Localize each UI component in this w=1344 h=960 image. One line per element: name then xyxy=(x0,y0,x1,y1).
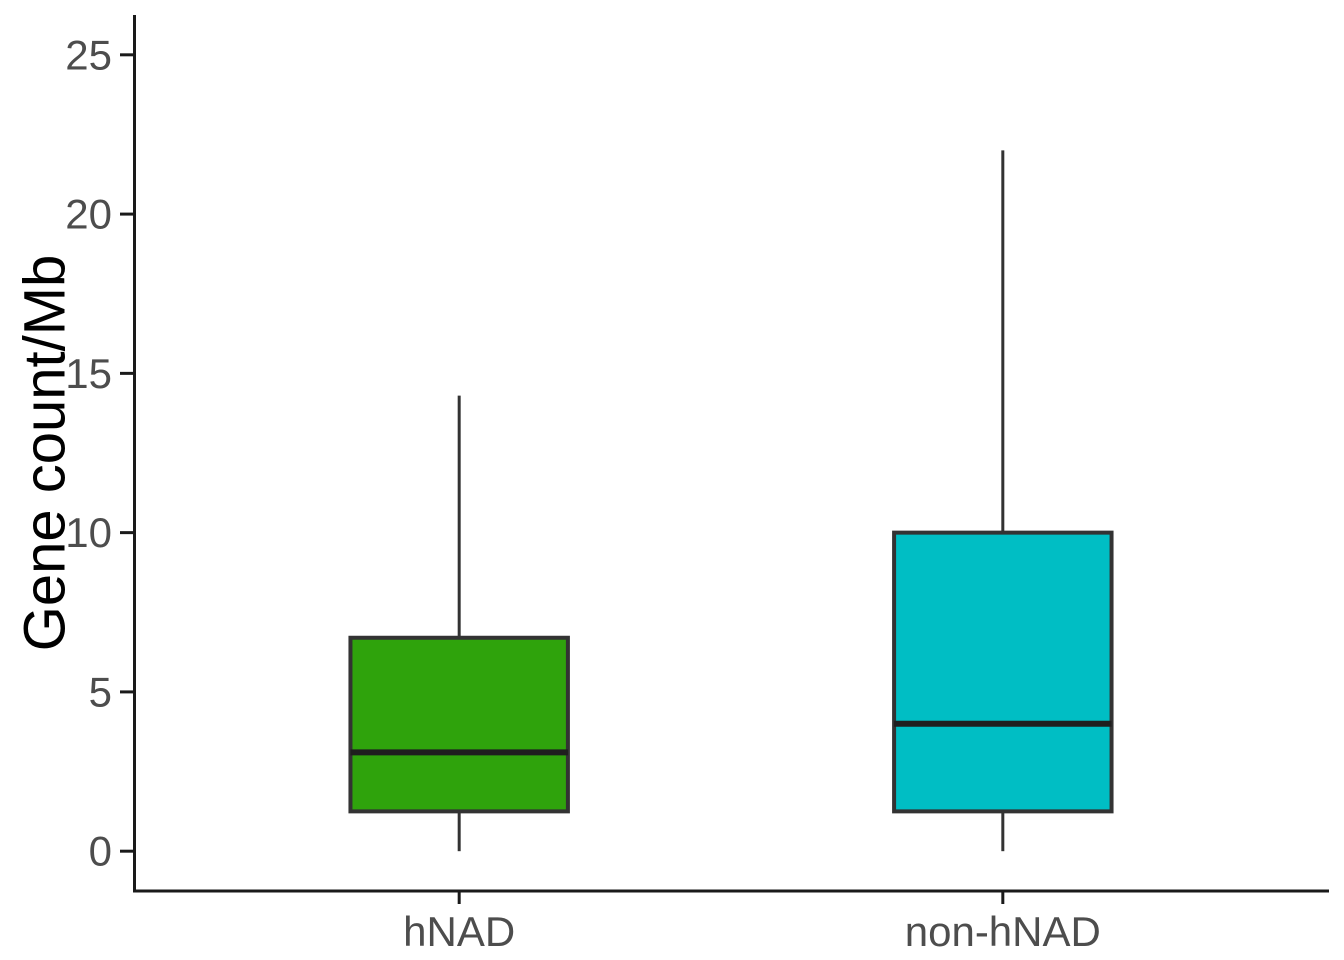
y-tick-label: 25 xyxy=(65,31,112,78)
x-category-label: non-hNAD xyxy=(905,908,1101,955)
box-group-hNAD xyxy=(348,395,570,852)
iqr-box-hNAD xyxy=(348,635,570,814)
y-tick-label: 10 xyxy=(65,509,112,556)
box-group-non-hNAD xyxy=(892,150,1114,852)
y-tick-label: 15 xyxy=(65,350,112,397)
y-tick-label: 20 xyxy=(65,191,112,238)
iqr-box-non-hNAD xyxy=(892,530,1114,814)
y-axis-title: Gene count/Mb xyxy=(13,255,78,652)
y-tick-label: 5 xyxy=(89,668,112,715)
y-tick-label: 0 xyxy=(89,828,112,875)
x-category-label: hNAD xyxy=(403,908,515,955)
